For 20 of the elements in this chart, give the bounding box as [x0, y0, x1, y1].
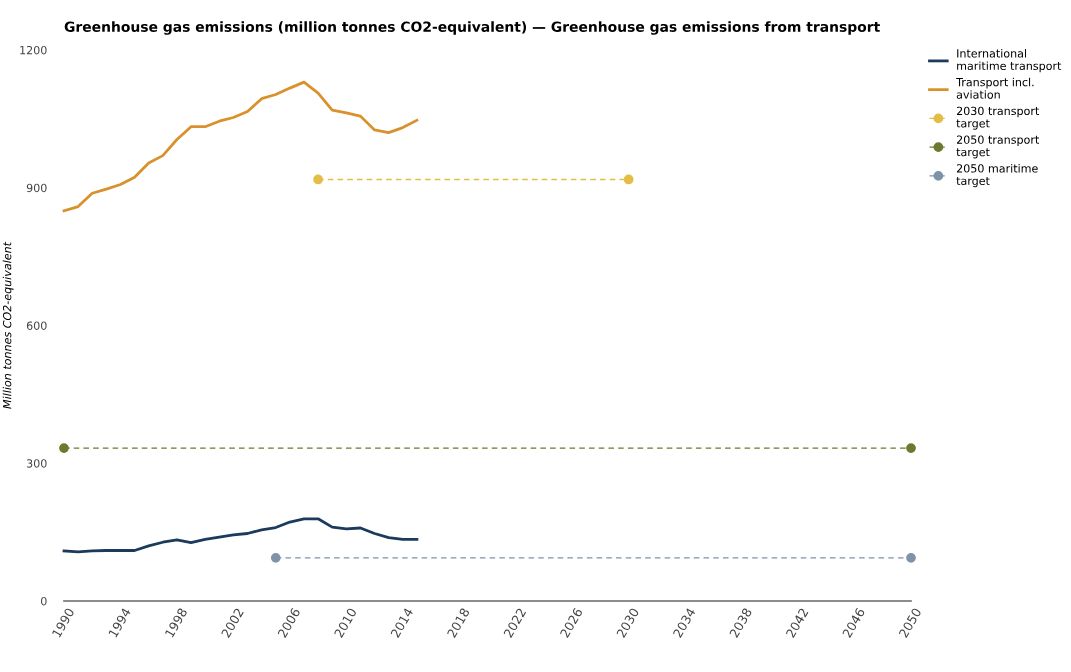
point — [906, 552, 916, 563]
y-tick-label: 600 — [26, 321, 47, 330]
y-tick-label: 300 — [26, 459, 47, 468]
legend-label: Transport incl. aviation — [956, 77, 1034, 99]
point — [59, 443, 69, 453]
y-tick-label: 900 — [26, 183, 47, 193]
y-axis-title: Million tonnes CO2-equivalent — [2, 241, 14, 409]
legend-label: 2030 transport target — [956, 106, 1040, 130]
point — [623, 174, 634, 185]
y-tick-label: 0 — [41, 596, 47, 606]
y-tick-label: 1200 — [20, 45, 47, 55]
line-series — [62, 80, 419, 213]
line-series — [62, 517, 419, 554]
legend-label: 2050 maritime target — [956, 163, 1038, 188]
point — [270, 552, 281, 563]
chart-title: Greenhouse gas emissions (million tonnes CO2-equivalent) — Greenhouse gas emissions from transport — [64, 21, 880, 35]
point — [906, 443, 916, 453]
point — [313, 174, 323, 185]
legend-label: International maritime transport — [957, 48, 1062, 73]
legend-label: 2050 transport target — [956, 135, 1040, 159]
